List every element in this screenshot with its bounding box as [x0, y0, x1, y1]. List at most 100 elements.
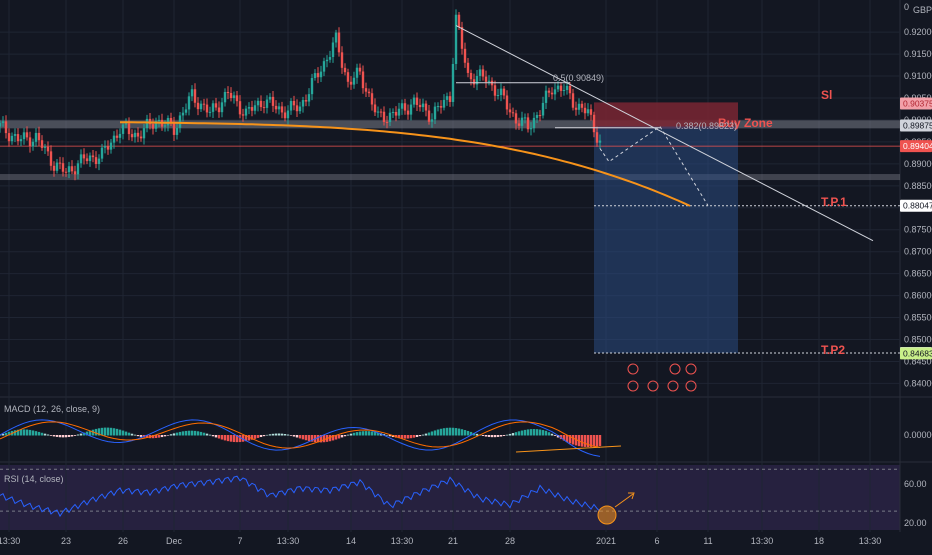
- candle-body[interactable]: [475, 75, 479, 85]
- candle-body[interactable]: [76, 163, 80, 175]
- candle-body[interactable]: [232, 95, 236, 99]
- candle-body[interactable]: [223, 91, 227, 103]
- candle-body[interactable]: [28, 137, 32, 147]
- candle-body[interactable]: [418, 104, 422, 108]
- price-badge[interactable]: [900, 199, 932, 212]
- candle-body[interactable]: [379, 111, 383, 113]
- rsi-line[interactable]: [0, 475, 601, 518]
- candle-body[interactable]: [310, 78, 314, 95]
- candle-body[interactable]: [145, 118, 149, 129]
- candle-body[interactable]: [97, 158, 101, 165]
- candle-body[interactable]: [589, 109, 593, 115]
- macd-signal-line[interactable]: [0, 421, 601, 449]
- candle-body[interactable]: [130, 134, 134, 138]
- candle-body[interactable]: [16, 134, 20, 142]
- candle-body[interactable]: [268, 96, 272, 100]
- rsi-highlight-marker[interactable]: [597, 505, 617, 525]
- event-icon[interactable]: [627, 380, 639, 392]
- candle-body[interactable]: [361, 71, 365, 89]
- candle-body[interactable]: [355, 67, 359, 78]
- candle-body[interactable]: [394, 111, 398, 116]
- candle-body[interactable]: [301, 100, 305, 107]
- candle-body[interactable]: [487, 80, 491, 82]
- candle-body[interactable]: [337, 32, 341, 53]
- candle-body[interactable]: [208, 111, 212, 113]
- candle-body[interactable]: [103, 146, 107, 148]
- candle-body[interactable]: [211, 103, 215, 112]
- candle-body[interactable]: [271, 96, 275, 106]
- candle-body[interactable]: [172, 123, 176, 135]
- candle-body[interactable]: [52, 165, 56, 171]
- candle-body[interactable]: [190, 89, 194, 97]
- candle-body[interactable]: [430, 119, 434, 122]
- candle-body[interactable]: [106, 146, 110, 150]
- candle-body[interactable]: [265, 99, 269, 108]
- candle-body[interactable]: [325, 59, 329, 62]
- candle-body[interactable]: [79, 154, 83, 164]
- buy-zone-label[interactable]: Buy Zone: [718, 116, 773, 130]
- candle-body[interactable]: [13, 134, 17, 136]
- candle-body[interactable]: [376, 111, 380, 113]
- candle-body[interactable]: [523, 117, 527, 119]
- price-badge[interactable]: [900, 347, 932, 360]
- candle-body[interactable]: [517, 123, 521, 126]
- candle-body[interactable]: [1, 121, 5, 124]
- candle-body[interactable]: [514, 113, 518, 124]
- candle-body[interactable]: [586, 109, 590, 114]
- candle-body[interactable]: [46, 146, 50, 152]
- candle-body[interactable]: [583, 107, 587, 114]
- candle-body[interactable]: [463, 48, 467, 63]
- candle-body[interactable]: [592, 114, 596, 133]
- candle-body[interactable]: [259, 100, 263, 108]
- candle-body[interactable]: [406, 110, 410, 115]
- candle-body[interactable]: [349, 81, 353, 85]
- macd-pane[interactable]: [0, 419, 622, 457]
- candle-body[interactable]: [4, 121, 8, 134]
- candle-body[interactable]: [409, 104, 413, 115]
- candle-body[interactable]: [562, 89, 566, 91]
- candle-body[interactable]: [439, 106, 443, 108]
- rsi-pane[interactable]: [0, 468, 900, 518]
- event-icon[interactable]: [685, 363, 697, 375]
- candle-body[interactable]: [34, 132, 38, 142]
- candle-body[interactable]: [328, 57, 332, 60]
- candle-body[interactable]: [199, 103, 203, 110]
- candle-body[interactable]: [118, 133, 122, 138]
- candle-body[interactable]: [364, 88, 368, 92]
- candle-body[interactable]: [61, 163, 65, 172]
- candle-body[interactable]: [496, 95, 500, 97]
- candle-body[interactable]: [433, 106, 437, 120]
- candle-body[interactable]: [451, 63, 455, 102]
- candle-body[interactable]: [253, 105, 257, 111]
- candle-body[interactable]: [535, 115, 539, 118]
- candle-body[interactable]: [313, 73, 317, 79]
- candle-body[interactable]: [499, 88, 503, 96]
- candle-body[interactable]: [424, 103, 428, 111]
- drawing-overlays[interactable]: [120, 25, 874, 242]
- candle-body[interactable]: [322, 61, 326, 72]
- candle-body[interactable]: [526, 117, 530, 130]
- candle-body[interactable]: [532, 117, 536, 129]
- candle-body[interactable]: [529, 128, 533, 130]
- candle-body[interactable]: [466, 62, 470, 73]
- candle-body[interactable]: [427, 110, 431, 122]
- candle-body[interactable]: [457, 14, 461, 28]
- candle-body[interactable]: [508, 109, 512, 113]
- take-profit-2-label[interactable]: T.P2: [821, 343, 845, 357]
- macd-line[interactable]: [0, 419, 601, 457]
- candle-body[interactable]: [154, 121, 158, 129]
- candle-body[interactable]: [0, 123, 2, 127]
- price-badge[interactable]: [900, 140, 932, 153]
- candle-body[interactable]: [283, 112, 287, 119]
- candle-body[interactable]: [205, 104, 209, 113]
- candle-body[interactable]: [112, 135, 116, 143]
- candle-body[interactable]: [43, 146, 47, 148]
- stop-loss-label[interactable]: Sl: [821, 88, 832, 102]
- event-icon[interactable]: [647, 380, 659, 392]
- event-icon[interactable]: [667, 380, 679, 392]
- candle-body[interactable]: [334, 32, 338, 43]
- candle-body[interactable]: [289, 100, 293, 111]
- candle-body[interactable]: [109, 142, 113, 150]
- candle-body[interactable]: [556, 85, 560, 90]
- candle-body[interactable]: [262, 107, 266, 109]
